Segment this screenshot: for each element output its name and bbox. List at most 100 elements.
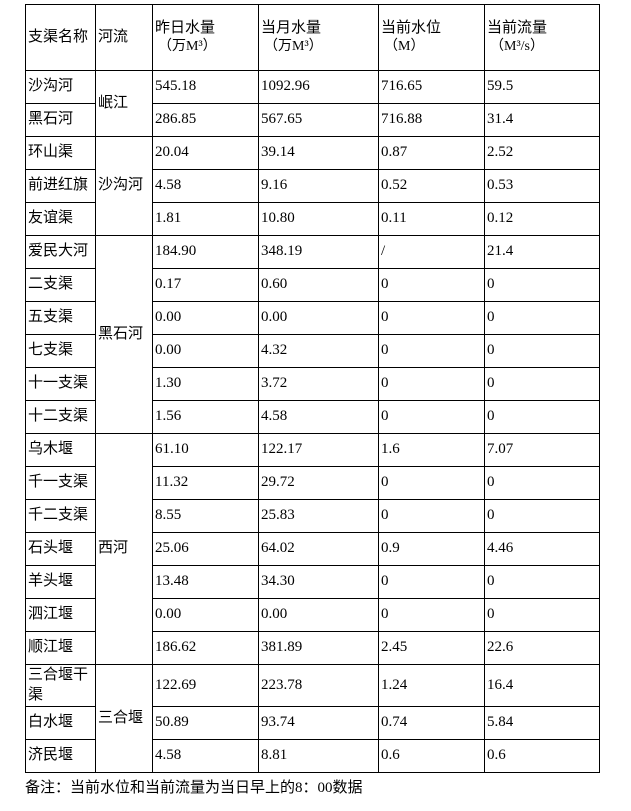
branch-name-cell: 五支渠 xyxy=(25,301,96,335)
branch-name-cell: 白水堰 xyxy=(25,706,96,740)
column-label: 支渠名称 xyxy=(28,28,89,45)
month-volume-cell: 10.80 xyxy=(258,202,379,236)
flow-cell: 0 xyxy=(484,598,600,632)
branch-name-cell: 友谊渠 xyxy=(25,202,96,236)
table-row: 七支渠 0.00 4.32 0 0 xyxy=(25,334,600,368)
column-header-branch-name: 支渠名称 xyxy=(25,4,96,71)
table-row: 石头堰 25.06 64.02 0.9 4.46 xyxy=(25,532,600,566)
branch-name-cell: 千二支渠 xyxy=(25,499,96,533)
yesterday-volume-cell: 186.62 xyxy=(152,631,259,665)
column-label: 当前流量 xyxy=(487,19,548,36)
header-row: 支渠名称 河流 昨日水量 （万M³） 当月水量 （万M³） 当前水位 （M） 当前流量 （M³/s… xyxy=(25,4,600,71)
month-volume-cell: 64.02 xyxy=(258,532,379,566)
water-level-cell: 0 xyxy=(378,400,485,434)
yesterday-volume-cell: 25.06 xyxy=(152,532,259,566)
branch-name-cell: 石头堰 xyxy=(25,532,96,566)
table-row: 济民堰 4.58 8.81 0.6 0.6 xyxy=(25,739,600,773)
water-level-cell: 0.87 xyxy=(378,136,485,170)
water-level-cell: 0 xyxy=(378,367,485,401)
river-cell: 沙沟河 xyxy=(95,136,153,236)
column-unit: （万M³） xyxy=(264,39,323,55)
water-level-cell: 0.11 xyxy=(378,202,485,236)
month-volume-cell: 39.14 xyxy=(258,136,379,170)
flow-cell: 4.46 xyxy=(484,532,600,566)
month-volume-cell: 0.00 xyxy=(258,598,379,632)
yesterday-volume-cell: 0.00 xyxy=(152,334,259,368)
column-label: 当月水量 xyxy=(261,19,322,36)
flow-cell: 0 xyxy=(484,334,600,368)
column-unit: （M） xyxy=(384,39,425,55)
water-level-cell: 0 xyxy=(378,565,485,599)
flow-cell: 21.4 xyxy=(484,235,600,269)
column-header-yesterday-volume: 昨日水量 （万M³） xyxy=(152,4,259,71)
flow-cell: 0.53 xyxy=(484,169,600,203)
yesterday-volume-cell: 8.55 xyxy=(152,499,259,533)
column-label: 当前水位 xyxy=(381,19,442,36)
water-level-cell: 0.52 xyxy=(378,169,485,203)
water-data-table: 支渠名称 河流 昨日水量 （万M³） 当月水量 （万M³） 当前水位 （M） 当前流量 （M³/s… xyxy=(25,4,600,773)
river-cell: 西河 xyxy=(95,433,153,665)
water-level-cell: 0 xyxy=(378,598,485,632)
water-level-cell: 0.74 xyxy=(378,706,485,740)
flow-cell: 0 xyxy=(484,565,600,599)
month-volume-cell: 29.72 xyxy=(258,466,379,500)
water-level-cell: 716.65 xyxy=(378,70,485,104)
yesterday-volume-cell: 1.30 xyxy=(152,367,259,401)
table-row: 十一支渠 1.30 3.72 0 0 xyxy=(25,367,600,401)
branch-name-cell: 十一支渠 xyxy=(25,367,96,401)
water-level-cell: 0 xyxy=(378,466,485,500)
table-row: 五支渠 0.00 0.00 0 0 xyxy=(25,301,600,335)
table-header: 支渠名称 河流 昨日水量 （万M³） 当月水量 （万M³） 当前水位 （M） 当前流量 （M³/s… xyxy=(25,4,600,71)
table-row: 顺江堰 186.62 381.89 2.45 22.6 xyxy=(25,631,600,665)
yesterday-volume-cell: 4.58 xyxy=(152,739,259,773)
flow-cell: 0 xyxy=(484,400,600,434)
yesterday-volume-cell: 1.56 xyxy=(152,400,259,434)
branch-name-cell: 泗江堰 xyxy=(25,598,96,632)
branch-name-cell: 黑石河 xyxy=(25,103,96,137)
branch-name-cell: 爱民大河 xyxy=(25,235,96,269)
branch-name-cell: 沙沟河 xyxy=(25,70,96,104)
yesterday-volume-cell: 0.00 xyxy=(152,598,259,632)
flow-cell: 0 xyxy=(484,268,600,302)
table-row: 沙沟河 岷江 545.18 1092.96 716.65 59.5 xyxy=(25,70,600,137)
month-volume-cell: 223.78 xyxy=(258,664,379,707)
table-body: 沙沟河 岷江 545.18 1092.96 716.65 59.5 黑石河 286.85 567… xyxy=(25,70,600,773)
flow-cell: 0 xyxy=(484,367,600,401)
branch-name-cell: 济民堰 xyxy=(25,739,96,773)
branch-name-cell: 千一支渠 xyxy=(25,466,96,500)
water-level-cell: 1.6 xyxy=(378,433,485,467)
flow-cell: 16.4 xyxy=(484,664,600,707)
branch-name-cell: 七支渠 xyxy=(25,334,96,368)
yesterday-volume-cell: 13.48 xyxy=(152,565,259,599)
yesterday-volume-cell: 20.04 xyxy=(152,136,259,170)
water-level-cell: 0 xyxy=(378,499,485,533)
month-volume-cell: 348.19 xyxy=(258,235,379,269)
table-row: 黑石河 286.85 567.65 716.88 31.4 xyxy=(25,103,600,137)
month-volume-cell: 381.89 xyxy=(258,631,379,665)
flow-cell: 31.4 xyxy=(484,103,600,137)
flow-cell: 0.12 xyxy=(484,202,600,236)
water-level-cell: 0 xyxy=(378,268,485,302)
column-label: 昨日水量 xyxy=(155,19,216,36)
flow-cell: 0 xyxy=(484,466,600,500)
yesterday-volume-cell: 1.81 xyxy=(152,202,259,236)
river-cell: 黑石河 xyxy=(95,235,153,434)
column-header-river: 河流 xyxy=(95,4,153,71)
table-row: 乌木堰 西河 61.10 122.17 1.6 7.07 xyxy=(25,433,600,665)
water-level-cell: 0 xyxy=(378,334,485,368)
column-header-flow: 当前流量 （M³/s） xyxy=(484,4,600,71)
water-level-cell: 0 xyxy=(378,301,485,335)
branch-name-cell: 羊头堰 xyxy=(25,565,96,599)
column-unit: （M³/s） xyxy=(490,39,544,55)
table-row: 千一支渠 11.32 29.72 0 0 xyxy=(25,466,600,500)
yesterday-volume-cell: 61.10 xyxy=(152,433,259,467)
flow-cell: 2.52 xyxy=(484,136,600,170)
yesterday-volume-cell: 0.00 xyxy=(152,301,259,335)
water-level-cell: / xyxy=(378,235,485,269)
month-volume-cell: 3.72 xyxy=(258,367,379,401)
flow-cell: 5.84 xyxy=(484,706,600,740)
table-row: 前进红旗 4.58 9.16 0.52 0.53 xyxy=(25,169,600,203)
yesterday-volume-cell: 184.90 xyxy=(152,235,259,269)
branch-name-cell: 三合堰干渠 xyxy=(25,664,96,707)
